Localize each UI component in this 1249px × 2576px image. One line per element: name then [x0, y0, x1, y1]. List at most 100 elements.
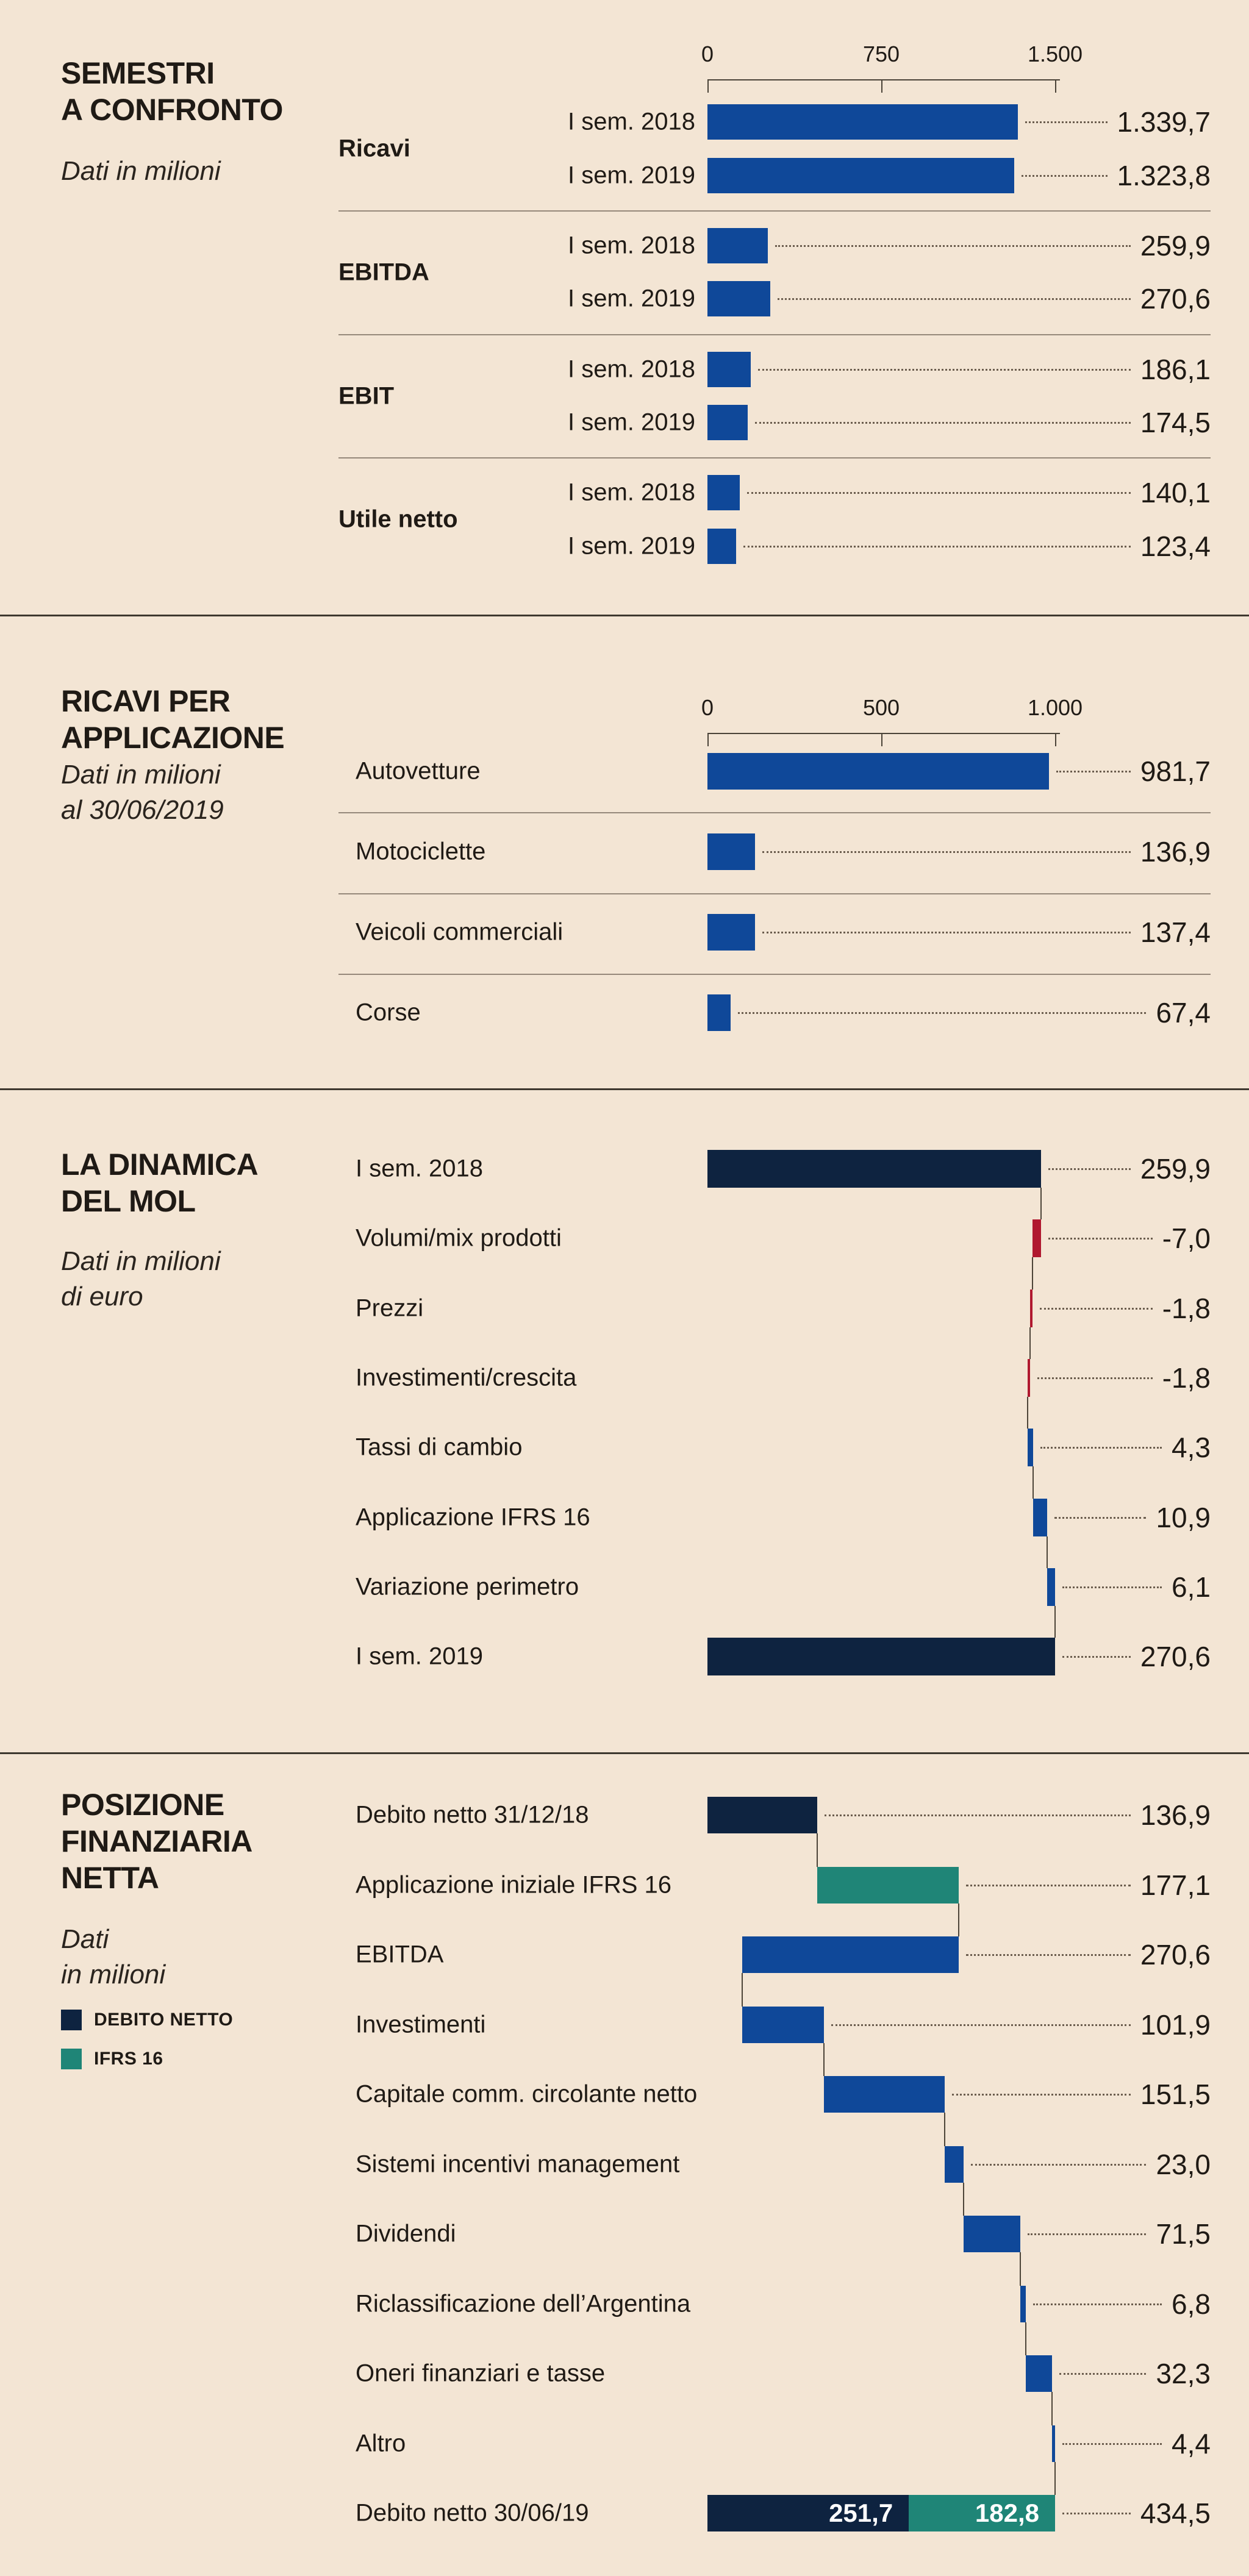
- bar-segment-navy: 251,7: [707, 2495, 909, 2531]
- row-label: I sem. 2019: [567, 532, 695, 560]
- leader-dots: [1033, 2303, 1162, 2305]
- axis-line: [707, 79, 1060, 80]
- leader-dots: [1022, 174, 1108, 177]
- bar-value: 151,5: [1140, 2078, 1211, 2110]
- bar: [742, 2007, 824, 2043]
- row-label: I sem. 2019: [567, 162, 695, 189]
- row-separator: [338, 210, 1211, 212]
- bar-value: 434,5: [1140, 2497, 1211, 2529]
- value-row: 174,5: [755, 404, 1211, 441]
- row-label: Corse: [356, 999, 421, 1026]
- bar: [817, 1867, 959, 1903]
- bar-value: 177,1: [1140, 1869, 1211, 1901]
- value-row: 10,9: [1054, 1499, 1211, 1536]
- leader-dots: [1062, 2512, 1131, 2514]
- bar-value: 140,1: [1140, 477, 1211, 508]
- leader-dots: [1062, 2442, 1162, 2445]
- row-label: Investimenti/crescita: [356, 1364, 577, 1391]
- row-label: Prezzi: [356, 1294, 424, 1322]
- value-row: 137,4: [762, 914, 1211, 951]
- value-row: 270,6: [777, 280, 1211, 317]
- bar-value: 23,0: [1156, 2149, 1211, 2180]
- row-label: Riclassificazione dell’Argentina: [356, 2290, 691, 2317]
- bar: [707, 914, 756, 951]
- bar-value: 270,6: [1140, 283, 1211, 315]
- bar-value: 186,1: [1140, 354, 1211, 385]
- row-label: Altro: [356, 2430, 406, 2457]
- bar-value: -1,8: [1162, 1362, 1211, 1394]
- value-row: 177,1: [965, 1867, 1211, 1903]
- waterfall-connector: [741, 1973, 743, 2007]
- bar: [707, 994, 731, 1031]
- bar: [707, 281, 770, 316]
- section-title-line: POSIZIONE: [61, 1788, 224, 1822]
- axis-tick: [881, 733, 882, 746]
- value-row: 123,4: [743, 528, 1211, 565]
- row-label: I sem. 2018: [567, 108, 695, 135]
- section-title-line: NETTA: [61, 1861, 159, 1895]
- bar-value: 270,6: [1140, 1641, 1211, 1672]
- bar: [945, 2146, 964, 2183]
- section-subtitle-line: al 30/06/2019: [61, 795, 224, 825]
- section-title-line: RICAVI PER: [61, 684, 231, 718]
- bar-value: 137,4: [1140, 916, 1211, 948]
- leader-dots: [1028, 2233, 1147, 2235]
- row-label: I sem. 2018: [567, 355, 695, 383]
- row-label: Applicazione IFRS 16: [356, 1504, 590, 1531]
- axis-tick: [707, 733, 709, 746]
- axis-tick: [1055, 79, 1056, 93]
- bar-value: -1,8: [1162, 1293, 1211, 1324]
- section-divider: [0, 1752, 1249, 1754]
- bar: [707, 352, 751, 387]
- bar: [707, 833, 756, 870]
- leader-dots: [831, 2024, 1131, 2026]
- bar-value: -7,0: [1162, 1222, 1211, 1254]
- row-label: Veicoli commerciali: [356, 918, 564, 946]
- bar-value: 10,9: [1156, 1502, 1211, 1533]
- bar-value: 1.323,8: [1117, 160, 1211, 191]
- value-row: 71,5: [1028, 2216, 1211, 2252]
- bar: [823, 2076, 945, 2113]
- row-label: Oneri finanziari e tasse: [356, 2360, 606, 2387]
- value-row: 151,5: [952, 2076, 1211, 2113]
- waterfall-connector: [944, 2113, 946, 2146]
- bar-value: 136,9: [1140, 1799, 1211, 1831]
- axis-tick-label: 750: [862, 41, 900, 66]
- leader-dots: [777, 298, 1131, 300]
- leader-dots: [1054, 1516, 1147, 1519]
- group-label: Utile netto: [338, 505, 458, 533]
- waterfall-connector: [1054, 2462, 1056, 2495]
- section-divider: [0, 1088, 1249, 1090]
- legend-item-debito-netto: DEBITO NETTO: [61, 2010, 233, 2030]
- axis-tick: [707, 79, 709, 93]
- bar: [707, 1797, 817, 1833]
- value-row: 6,8: [1033, 2286, 1211, 2322]
- value-row: -7,0: [1048, 1220, 1211, 1257]
- group-label: EBITDA: [338, 259, 429, 285]
- waterfall-connector: [1025, 2322, 1027, 2355]
- row-label: Dividendi: [356, 2220, 456, 2247]
- leader-dots: [970, 2163, 1147, 2166]
- value-row: 270,6: [965, 1936, 1211, 1973]
- axis-line: [707, 733, 1060, 734]
- value-row: 434,5: [1062, 2495, 1211, 2531]
- bar-value: 32,3: [1156, 2358, 1211, 2389]
- bar-value: 6,1: [1172, 1571, 1211, 1603]
- leader-dots: [1040, 1446, 1162, 1449]
- leader-dots: [1062, 1586, 1162, 1588]
- bar-value: 174,5: [1140, 407, 1211, 438]
- row-label: Variazione perimetro: [356, 1573, 579, 1600]
- bar-value: 1.339,7: [1117, 106, 1211, 138]
- axis-tick-label: 0: [701, 695, 714, 720]
- waterfall-connector: [1040, 1188, 1042, 1219]
- axis-tick: [1055, 733, 1056, 746]
- legend-label: DEBITO NETTO: [94, 2010, 234, 2030]
- row-label: I sem. 2019: [567, 285, 695, 312]
- bar-value: 259,9: [1140, 1153, 1211, 1185]
- leader-dots: [1048, 1237, 1153, 1240]
- leader-dots: [1039, 1307, 1153, 1310]
- row-label: Tassi di cambio: [356, 1433, 523, 1461]
